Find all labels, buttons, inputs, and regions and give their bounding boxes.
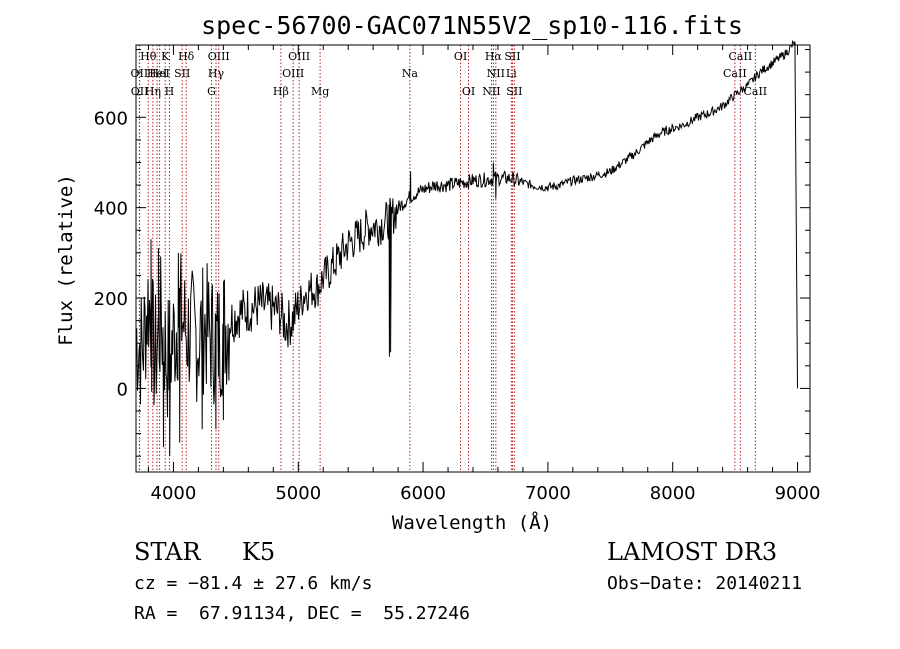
x-tick-label: 6000: [400, 483, 446, 504]
y-tick-label: 200: [94, 289, 128, 310]
line-label: Hα: [485, 50, 503, 63]
line-label: OI: [454, 50, 467, 63]
line-label: OIII: [282, 67, 304, 80]
line-label: Na: [402, 67, 419, 80]
line-label: CaII: [729, 50, 753, 63]
x-tick-label: 5000: [275, 483, 321, 504]
axis-ticks: 4000 5000 6000 7000 8000 9000 0 200 400 600: [94, 45, 821, 504]
line-label: Hη: [145, 85, 161, 98]
line-label: CaII: [743, 85, 767, 98]
line-label: SII: [174, 67, 190, 80]
line-label: Hβ: [273, 85, 289, 98]
line-label: Hγ: [208, 67, 225, 80]
line-label: NII: [482, 85, 500, 98]
object-subclass: K5: [242, 538, 276, 566]
line-label: K: [161, 50, 170, 63]
line-label: Hθ: [140, 50, 157, 63]
y-tick-label: 0: [117, 379, 128, 400]
x-tick-label: 4000: [151, 483, 197, 504]
ra-dec-coordinates: RA = 67.91134, DEC = 55.27246: [134, 603, 470, 624]
y-tick-label: 600: [94, 108, 128, 129]
line-label: H: [165, 85, 175, 98]
spectrum-line: [135, 40, 798, 457]
line-label: OIII: [288, 50, 310, 63]
line-label: Hδ: [178, 50, 195, 63]
y-tick-label: 400: [94, 199, 128, 220]
line-label: NII: [487, 67, 505, 80]
line-label: Li: [506, 67, 517, 80]
line-markers: [138, 45, 756, 472]
x-tick-label: 9000: [775, 483, 821, 504]
line-label: SII: [504, 50, 520, 63]
line-label: Mg: [311, 85, 329, 98]
observation-date: Obs−Date: 20140211: [607, 573, 803, 594]
plot-frame: [135, 44, 811, 473]
object-class: STAR: [134, 538, 201, 566]
x-tick-label: 8000: [650, 483, 696, 504]
line-label: G: [207, 85, 216, 98]
line-label: OII: [131, 67, 149, 80]
x-tick-label: 7000: [525, 483, 571, 504]
chart-title: spec-56700-GAC071N55V2_sp10-116.fits: [201, 11, 743, 40]
line-label: OII: [131, 85, 149, 98]
line-label: CaII: [723, 67, 747, 80]
line-label: HeI: [149, 67, 169, 80]
line-labels: OIIOIIHθHηHeIHeIKHSIIHδGHγOIIIHβOIIIOIII…: [131, 50, 768, 98]
line-label: OIII: [208, 50, 230, 63]
y-axis-label: Flux (relative): [55, 174, 77, 346]
x-axis-label: Wavelength (Å): [392, 511, 552, 534]
line-label: OI: [462, 85, 475, 98]
survey-name: LAMOST DR3: [607, 538, 778, 566]
redshift-cz: cz = −81.4 ± 27.6 km/s: [134, 573, 373, 594]
line-label: SII: [506, 85, 522, 98]
line-label: HeI: [147, 67, 167, 80]
